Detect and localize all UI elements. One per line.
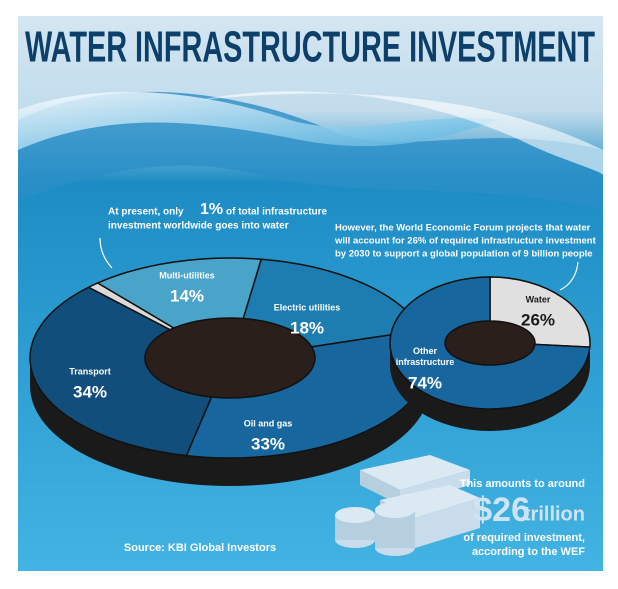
slice-label: Transport	[69, 366, 111, 376]
value-label: 74%	[408, 373, 442, 392]
slice-label: Electric utilities	[274, 302, 341, 312]
value-label: 33%	[251, 434, 285, 453]
value-label: 14%	[170, 286, 204, 305]
donut-slice	[489, 276, 591, 348]
donut-hole	[145, 318, 315, 398]
wave-foam	[200, 91, 603, 175]
callout-unit: trillion	[524, 503, 585, 525]
slice-label-line: infrastructure	[396, 357, 455, 367]
annotation: However, the World Economic Forum projec…	[335, 223, 591, 234]
slice-label: Other infrastructure	[396, 346, 455, 367]
annotation: will account for 26% of required infrast…	[334, 236, 597, 247]
annotation-arrow	[99, 237, 113, 269]
wave-crest	[18, 91, 500, 150]
callout-outro: according to the WEF	[472, 546, 585, 558]
annotation-value: 1%	[200, 201, 223, 218]
donut-hole	[445, 321, 535, 365]
slice-label: Multi-utilities	[159, 270, 215, 280]
slice-label: Oil and gas	[244, 418, 293, 428]
callout-intro: This amounts to around	[460, 478, 585, 490]
source: Source: KBI Global Investors	[124, 542, 276, 554]
value-label: 18%	[290, 318, 324, 337]
callout-outro: of required investment,	[463, 532, 585, 544]
value-label: 34%	[73, 382, 107, 401]
donut-slice	[29, 286, 213, 457]
annotation: investment worldwide goes into water	[108, 221, 289, 232]
annotation: of total infrastructure	[226, 207, 328, 218]
title: WATER INFRASTRUCTURE INVESTMENT	[25, 23, 595, 72]
slice-label: Water	[526, 294, 551, 304]
annotation-arrow	[559, 261, 579, 291]
annotation: At present, only	[108, 207, 184, 218]
donut-slice	[96, 257, 263, 329]
callout-amount: $26	[473, 491, 530, 529]
slice-label-line: Other	[413, 346, 438, 356]
value-label: 26%	[521, 310, 555, 329]
donut-slice	[389, 276, 591, 410]
money-icon	[335, 455, 480, 556]
annotation: by 2030 to support a global population o…	[335, 249, 593, 260]
